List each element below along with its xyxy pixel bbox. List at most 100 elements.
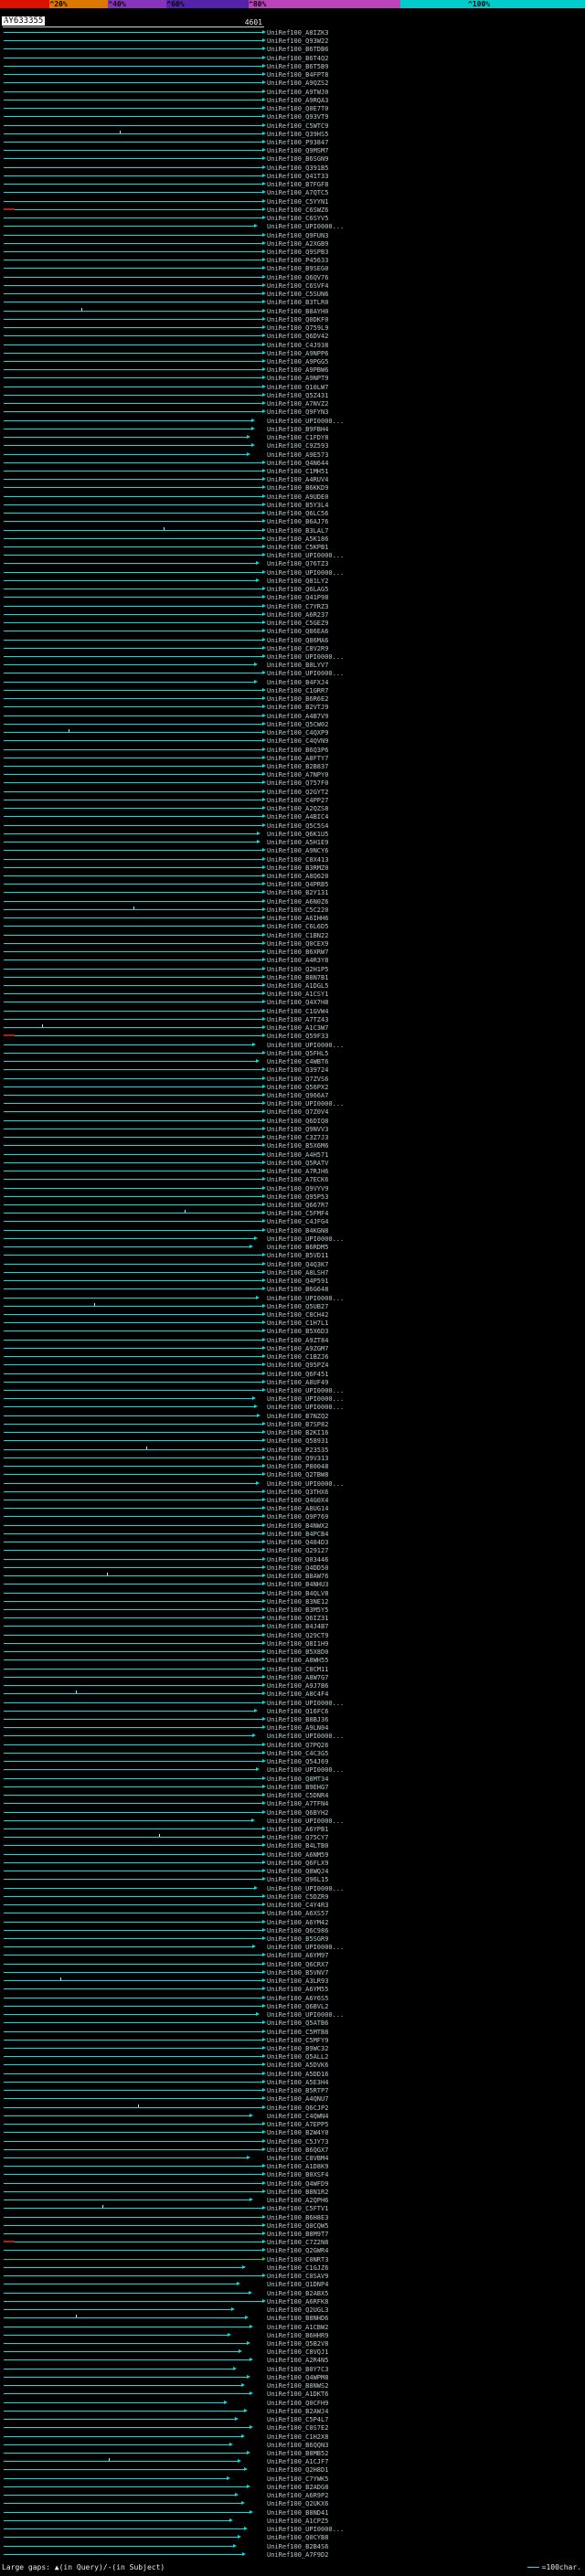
hit-label[interactable]: UniRef100_Q4N644 [267,460,329,467]
hit-label[interactable]: UniRef100_B8ND41 [267,2509,329,2517]
hit-row[interactable]: UniRef100_Q16FC6 [0,1707,585,1715]
hit-label[interactable]: UniRef100_A4QNU7 [267,2095,329,2103]
hit-row[interactable]: UniRef100_B2ABX5 [0,2289,585,2297]
hit-line[interactable] [4,808,262,809]
hit-line[interactable] [4,580,256,581]
hit-line[interactable] [4,2503,241,2504]
hit-label[interactable]: UniRef100_Q29127 [267,1547,329,1554]
hit-label[interactable]: UniRef100_B6Q3P6 [267,747,329,754]
hit-label[interactable]: UniRef100_A9E573 [267,451,329,459]
hit-row[interactable]: UniRef100_A5H1E9 [0,838,585,846]
hit-label[interactable]: UniRef100_A9PBW6 [267,366,329,374]
hit-label[interactable]: UniRef100_UPI0000... [267,1404,345,1411]
hit-line[interactable] [4,606,262,607]
hit-line[interactable] [4,2031,262,2032]
hit-row[interactable]: UniRef100_Q5B2V8 [0,2339,585,2348]
hit-row[interactable]: UniRef100_A7TFN4 [0,1799,585,1807]
hit-label[interactable]: UniRef100_B4FPT8 [267,71,329,79]
hit-row[interactable]: UniRef100_A5E3H4 [0,2078,585,2086]
hit-row[interactable]: UniRef100_Q6FLX9 [0,1859,585,1867]
hit-line[interactable] [4,1946,252,1947]
hit-label[interactable]: UniRef100_Q9FUN3 [267,232,329,239]
hit-line[interactable] [4,1837,262,1838]
hit-line[interactable] [4,403,262,404]
hit-label[interactable]: UniRef100_Q6DV42 [267,333,329,340]
hit-label[interactable]: UniRef100_C5GEZ9 [267,620,329,627]
hit-label[interactable]: UniRef100_A9LN04 [267,1724,329,1732]
hit-row[interactable]: UniRef100_Q76TZ3 [0,559,585,567]
hit-line[interactable] [4,1264,262,1265]
hit-line[interactable] [4,2419,235,2420]
hit-row[interactable]: UniRef100_Q5Z431 [0,391,585,399]
hit-row[interactable]: UniRef100_C0S7E2 [0,2423,585,2432]
hit-line[interactable] [4,724,262,725]
hit-line[interactable] [4,2478,227,2479]
hit-label[interactable]: UniRef100_C1FDY8 [267,434,329,441]
hit-line[interactable] [4,2064,262,2065]
hit-line[interactable] [4,951,262,952]
hit-label[interactable]: UniRef100_C5FMF4 [267,1210,329,1217]
hit-label[interactable]: UniRef100_Q5UB27 [267,1303,329,1310]
hit-label[interactable]: UniRef100_B6TDB6 [267,46,329,53]
hit-row[interactable]: UniRef100_Q7Z0V4 [0,1108,585,1116]
hit-label[interactable]: UniRef100_C6SWZ6 [267,207,329,214]
hit-line[interactable] [4,1533,262,1534]
hit-line[interactable] [4,1550,262,1551]
hit-row[interactable]: UniRef100_C8V2R9 [0,644,585,652]
hit-label[interactable]: UniRef100_Q5C5S4 [267,822,329,830]
hit-row[interactable]: UniRef100_B3NE12 [0,1597,585,1606]
hit-row[interactable]: UniRef100_Q5C5S4 [0,822,585,830]
hit-label[interactable]: UniRef100_UPI0000... [267,223,345,230]
hit-label[interactable]: UniRef100_B4NWX2 [267,1522,329,1530]
hit-line[interactable] [4,235,262,236]
hit-row[interactable]: UniRef100_Q9NVV3 [0,1125,585,1133]
hit-row[interactable]: UniRef100_B9SEG0 [0,264,585,272]
hit-row[interactable]: UniRef100_C1BZJ6 [0,1352,585,1361]
hit-label[interactable]: UniRef100_UPI0000... [267,1295,345,1302]
hit-line[interactable] [4,859,262,860]
hit-label[interactable]: UniRef100_A8FTY7 [267,755,329,762]
hit-row[interactable]: UniRef100_Q81LY2 [0,577,585,585]
hit-row[interactable]: UniRef100_Q6C986 [0,1926,585,1935]
hit-row[interactable]: UniRef100_Q29127 [0,1546,585,1554]
hit-row[interactable]: UniRef100_C4WBT6 [0,1057,585,1065]
hit-label[interactable]: UniRef100_Q2UKX6 [267,2500,329,2507]
hit-label[interactable]: UniRef100_UPI0000... [267,1733,345,1740]
hit-label[interactable]: UniRef100_P45633 [267,257,329,264]
hit-row[interactable]: UniRef100_A9PGG5 [0,357,585,366]
hit-row[interactable]: UniRef100_C5C220 [0,906,585,914]
hit-row[interactable]: UniRef100_Q54J69 [0,1757,585,1765]
hit-line[interactable] [4,2537,238,2538]
hit-row[interactable]: UniRef100_Q95P53 [0,1193,585,1201]
hit-line[interactable] [4,1398,252,1399]
hit-row[interactable]: UniRef100_C5FTV1 [0,2204,585,2212]
hit-label[interactable]: UniRef100_Q0CFH9 [267,2400,329,2407]
hit-label[interactable]: UniRef100_B2ADG8 [267,2484,329,2491]
hit-line[interactable] [4,1659,262,1660]
hit-label[interactable]: UniRef100_UPI0000... [267,569,345,577]
hit-label[interactable]: UniRef100_A5DD16 [267,2071,329,2078]
hit-line[interactable] [4,445,251,446]
hit-row[interactable]: UniRef100_C1H7L1 [0,1319,585,1327]
hit-label[interactable]: UniRef100_A6NM59 [267,1851,329,1859]
hit-label[interactable]: UniRef100_A6YM42 [267,1919,329,1926]
hit-line[interactable] [4,1888,254,1889]
hit-label[interactable]: UniRef100_A6XS57 [267,1910,329,1917]
hit-row[interactable]: UniRef100_A9UDE0 [0,493,585,501]
hit-label[interactable]: UniRef100_Q75CY7 [267,1834,329,1841]
hit-line[interactable] [4,1272,262,1273]
hit-row[interactable]: UniRef100_Q391B5 [0,164,585,172]
hit-line[interactable] [4,1440,262,1441]
hit-label[interactable]: UniRef100_Q6CJP2 [267,2104,329,2112]
hit-label[interactable]: UniRef100_C5P4L7 [267,2416,329,2423]
hit-row[interactable]: UniRef100_A8IZK3 [0,28,585,37]
hit-line[interactable] [4,1677,262,1678]
hit-label[interactable]: UniRef100_C5MTB8 [267,2029,329,2036]
hit-row[interactable]: UniRef100_B5RTP7 [0,2086,585,2094]
hit-line[interactable] [4,2250,262,2251]
hit-row[interactable]: UniRef100_B6QGX7 [0,2146,585,2154]
hit-row[interactable]: UniRef100_C6SYV5 [0,214,585,222]
hit-row[interactable]: UniRef100_UPI0000... [0,1394,585,1403]
hit-row[interactable]: UniRef100_A1CPZ5 [0,2517,585,2525]
hit-line[interactable] [4,1669,262,1670]
